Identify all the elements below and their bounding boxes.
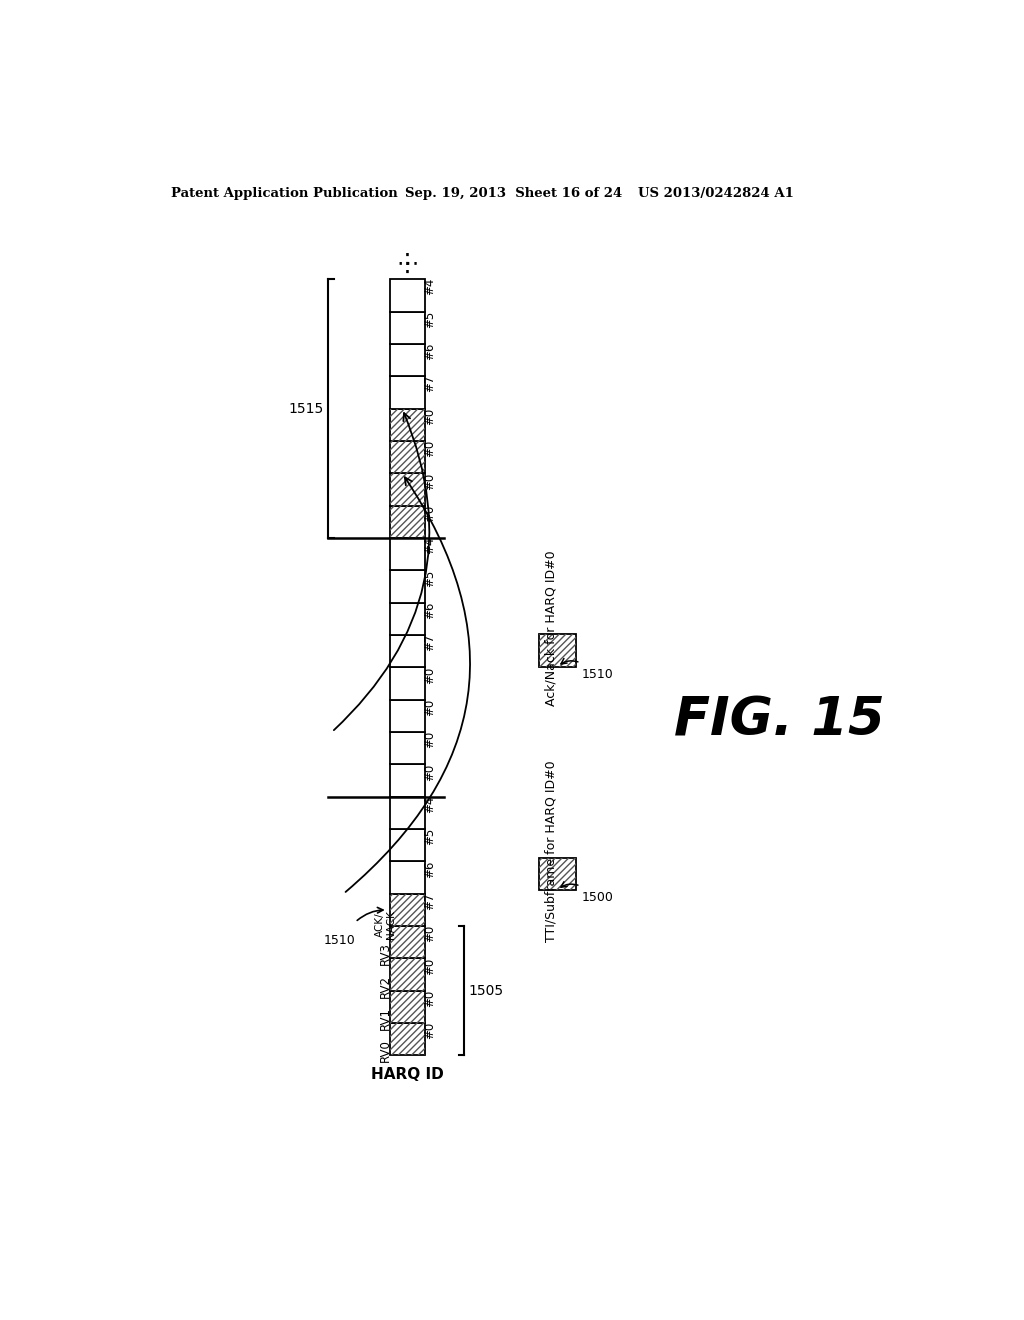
- Bar: [390, 829, 425, 862]
- Text: US 2013/0242824 A1: US 2013/0242824 A1: [638, 187, 794, 199]
- Bar: [390, 797, 425, 829]
- Text: Sep. 19, 2013  Sheet 16 of 24: Sep. 19, 2013 Sheet 16 of 24: [406, 187, 623, 199]
- Bar: [390, 668, 425, 700]
- Bar: [390, 506, 425, 539]
- Text: #0: #0: [423, 504, 436, 521]
- Bar: [390, 1023, 425, 1056]
- Bar: [390, 894, 425, 927]
- Bar: [390, 958, 425, 991]
- Bar: [390, 958, 425, 991]
- FancyArrowPatch shape: [345, 478, 470, 892]
- Text: #6: #6: [423, 861, 436, 878]
- Text: #0: #0: [423, 763, 436, 780]
- Text: #5: #5: [423, 569, 436, 586]
- Text: #6: #6: [423, 602, 436, 619]
- Text: FIG. 15: FIG. 15: [674, 694, 885, 747]
- Bar: [390, 474, 425, 506]
- Text: #7: #7: [423, 375, 436, 392]
- Text: TTI/Subframe for HARQ ID#0: TTI/Subframe for HARQ ID#0: [545, 760, 557, 942]
- Text: ACK/
NACK: ACK/ NACK: [375, 909, 396, 939]
- Text: #0: #0: [423, 957, 436, 974]
- Text: 1505: 1505: [468, 983, 504, 998]
- Text: #0: #0: [423, 440, 436, 457]
- Bar: [390, 312, 425, 345]
- Text: #7: #7: [423, 634, 436, 651]
- Bar: [390, 345, 425, 376]
- Text: ⋯: ⋯: [396, 253, 419, 273]
- Bar: [390, 280, 425, 312]
- Bar: [539, 635, 575, 667]
- Text: Ack/Nack for HARQ ID#0: Ack/Nack for HARQ ID#0: [545, 550, 557, 706]
- Text: #5: #5: [423, 310, 436, 327]
- Text: #4: #4: [423, 279, 436, 296]
- Bar: [390, 700, 425, 733]
- Bar: [390, 1023, 425, 1056]
- Bar: [390, 603, 425, 635]
- Text: ⋮: ⋮: [395, 251, 420, 276]
- Text: #0: #0: [423, 731, 436, 748]
- Text: 1515: 1515: [288, 401, 324, 416]
- Bar: [390, 927, 425, 958]
- Text: 1510: 1510: [583, 668, 614, 681]
- Text: #0: #0: [423, 925, 436, 942]
- Bar: [539, 858, 575, 890]
- Text: Patent Application Publication: Patent Application Publication: [171, 187, 397, 199]
- Bar: [390, 635, 425, 668]
- Text: #7: #7: [423, 892, 436, 909]
- Bar: [390, 927, 425, 958]
- Text: #4: #4: [423, 537, 436, 554]
- Bar: [390, 991, 425, 1023]
- Bar: [390, 894, 425, 927]
- Bar: [390, 764, 425, 797]
- Text: #0: #0: [423, 990, 436, 1007]
- Bar: [390, 570, 425, 603]
- Bar: [539, 858, 575, 890]
- Text: #4: #4: [423, 796, 436, 813]
- FancyArrowPatch shape: [334, 413, 429, 730]
- Bar: [390, 733, 425, 764]
- Bar: [390, 506, 425, 539]
- Bar: [390, 441, 425, 474]
- Bar: [390, 862, 425, 894]
- Text: #5: #5: [423, 828, 436, 845]
- Text: #0: #0: [423, 408, 436, 425]
- Text: 1500: 1500: [583, 891, 614, 904]
- Text: HARQ ID: HARQ ID: [371, 1067, 443, 1082]
- Text: #0: #0: [423, 698, 436, 715]
- Bar: [539, 635, 575, 667]
- Text: 1510: 1510: [324, 933, 355, 946]
- Bar: [390, 376, 425, 409]
- Text: RV2: RV2: [379, 974, 392, 998]
- Bar: [390, 409, 425, 441]
- Bar: [390, 474, 425, 506]
- Bar: [390, 539, 425, 570]
- Bar: [390, 409, 425, 441]
- Text: #0: #0: [423, 1022, 436, 1039]
- Text: #6: #6: [423, 343, 436, 360]
- Bar: [390, 441, 425, 474]
- Text: RV1: RV1: [379, 1007, 392, 1030]
- Text: #0: #0: [423, 667, 436, 684]
- Bar: [390, 991, 425, 1023]
- Text: RV3: RV3: [379, 942, 392, 965]
- Text: RV0: RV0: [379, 1039, 392, 1063]
- Text: #0: #0: [423, 473, 436, 490]
